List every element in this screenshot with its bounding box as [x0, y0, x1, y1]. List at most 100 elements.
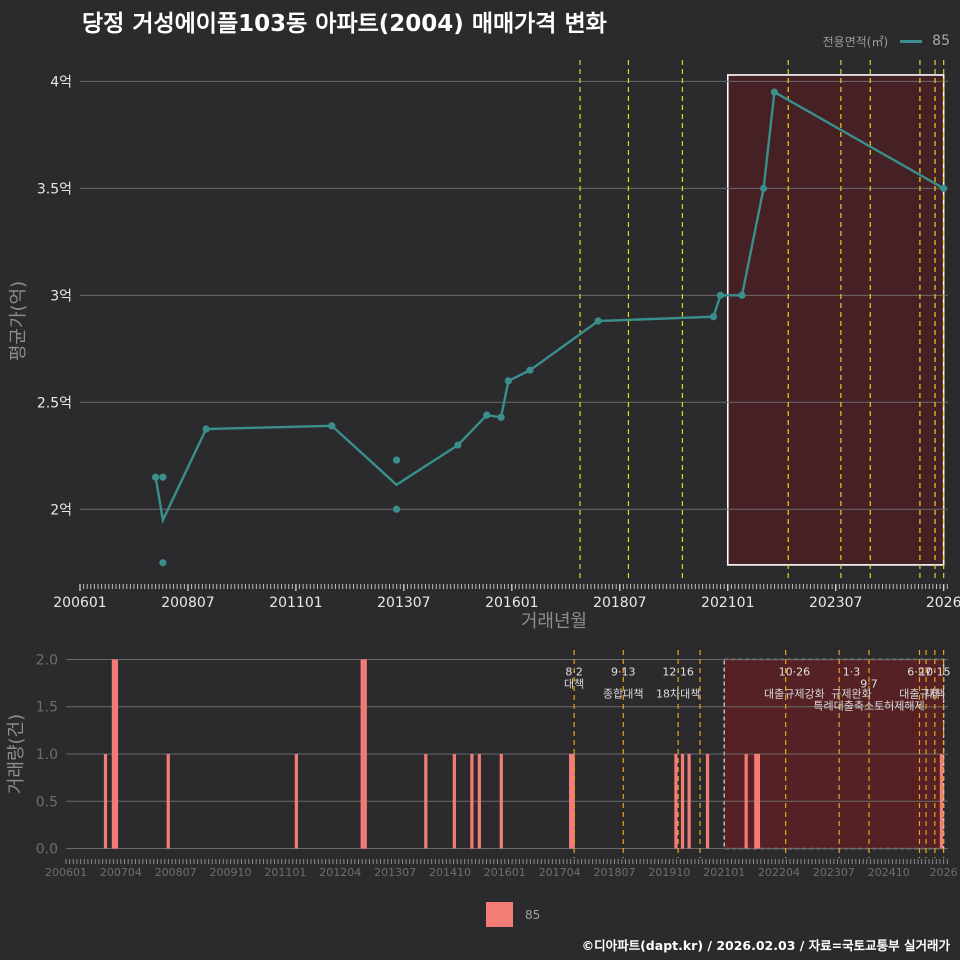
price-point — [159, 559, 167, 567]
price-point — [392, 456, 401, 464]
policy-label: 특례대출축소토허제해제 — [813, 698, 924, 712]
y-tick-label: 3.5억 — [37, 181, 72, 197]
price-point — [483, 411, 491, 419]
legend-label: 85 — [932, 33, 950, 49]
y-tick-label: 2.0 — [36, 652, 58, 668]
policy-date: 10·26 — [779, 666, 811, 679]
x-tick-label: 200601 — [45, 866, 87, 879]
x-tick-label: 201601 — [484, 866, 526, 879]
x-axis-title: 거래년월 — [521, 611, 587, 632]
volume-bar — [705, 754, 710, 849]
x-tick-label: 2026 — [930, 866, 958, 879]
x-tick-label: 2026 — [926, 595, 960, 611]
volume-bar — [680, 754, 685, 849]
x-tick-label: 201101 — [269, 595, 322, 611]
volume-bar — [114, 659, 119, 849]
volume-bar — [166, 754, 170, 849]
price-point — [151, 473, 160, 481]
x-tick-label: 202410 — [868, 866, 910, 879]
price-point — [504, 377, 512, 385]
x-tick-label: 201307 — [374, 866, 416, 879]
price-point — [202, 425, 210, 433]
policy-label: 규제완화 — [831, 687, 871, 700]
x-tick-label: 202101 — [701, 595, 754, 611]
chart-title: 당정 거성에이플103동 아파트(2004) 매매가격 변화 — [82, 11, 607, 37]
volume-bar — [470, 754, 474, 849]
y-tick-label: 1.0 — [36, 747, 58, 763]
y-tick-label: 4억 — [50, 74, 72, 90]
x-tick-label: 201704 — [539, 866, 581, 879]
price-chart: 2억 2.5억 3억 3.5억 4억 200601 200807 201101 201307 20… — [8, 60, 960, 632]
y-tick-label: 2억 — [50, 502, 72, 518]
y-tick-label: 3억 — [50, 288, 72, 304]
price-point — [716, 291, 725, 299]
x-tick-label: 201910 — [648, 866, 690, 879]
volume-bar — [756, 754, 761, 849]
policy-label: 종합대책 — [603, 687, 643, 700]
x-tick-label: 202204 — [758, 866, 800, 879]
x-tick-label: 201204 — [319, 866, 361, 879]
policy-date: 9·13 — [611, 666, 636, 679]
x-tick-label: 202101 — [703, 866, 745, 879]
x-tick-label: 202307 — [809, 595, 862, 611]
x-tick-label: 200704 — [100, 866, 142, 879]
x-tick-label: 201807 — [594, 866, 636, 879]
policy-label: 대책 — [564, 677, 584, 690]
price-point — [709, 313, 718, 321]
policy-label: 대책 — [925, 687, 945, 700]
y-tick-label: 0.5 — [36, 794, 58, 810]
y-tick-label: 1.5 — [36, 700, 58, 716]
legend-bar-swatch — [486, 902, 513, 927]
volume-bar — [571, 754, 575, 849]
price-point — [738, 291, 746, 299]
y-axis-title: 거래량(건) — [6, 714, 27, 794]
policy-label: 18차대책 — [656, 687, 700, 700]
price-point — [392, 505, 401, 513]
volume-bar — [363, 659, 367, 849]
volume-bar — [569, 754, 573, 849]
price-point — [760, 184, 768, 192]
highlight-box — [726, 74, 945, 566]
x-tick-label: 201101 — [264, 866, 306, 879]
price-point — [594, 317, 602, 325]
legend-title: 전용면적(㎡) — [822, 34, 889, 49]
volume-bar — [674, 754, 678, 849]
x-tick-label: 201307 — [377, 595, 430, 611]
x-tick-label: 201410 — [429, 866, 471, 879]
policy-date: 10·15 — [919, 666, 951, 679]
legend-top: 전용면적(㎡) 85 — [823, 32, 950, 50]
volume-bar — [111, 659, 115, 849]
policy-date: 1·3 — [843, 666, 861, 679]
price-point — [159, 473, 167, 481]
price-point — [770, 88, 779, 96]
volume-bar — [687, 754, 691, 849]
policy-date: 6·27 — [907, 666, 932, 679]
policy-label: 대출규제 — [899, 687, 939, 700]
y-tick-label: 2.5억 — [37, 395, 72, 411]
x-tick-label: 200807 — [155, 866, 197, 879]
price-point — [940, 184, 948, 192]
volume-bar — [103, 754, 108, 849]
x-tick-label: 200601 — [53, 595, 106, 611]
footer-credit: ©디아파트(dapt.kr) / 2026.02.03 / 자료=국토교통부 실… — [581, 938, 950, 953]
policy-label: 대출규제강화 — [764, 687, 825, 700]
policy-date: 12·16 — [662, 666, 694, 679]
volume-bar — [744, 754, 748, 849]
volume-bar — [477, 754, 481, 849]
x-tick-label: 201807 — [593, 595, 646, 611]
price-point — [526, 366, 534, 374]
x-tick-label: 200910 — [210, 866, 252, 879]
y-tick-label: 0.0 — [36, 842, 58, 858]
x-tick-label: 200807 — [161, 595, 214, 611]
volume-bar — [424, 754, 428, 849]
legend-bar-label: 85 — [525, 907, 541, 922]
price-point — [454, 441, 462, 449]
volume-bar — [499, 754, 503, 849]
price-point — [497, 413, 505, 421]
policy-date: 8·2 — [565, 666, 583, 679]
volume-bar — [360, 659, 364, 849]
y-axis-title: 평균가(억) — [8, 281, 29, 361]
x-tick-label: 201601 — [485, 595, 538, 611]
legend-line-swatch — [900, 39, 923, 43]
volume-bar — [452, 754, 456, 849]
